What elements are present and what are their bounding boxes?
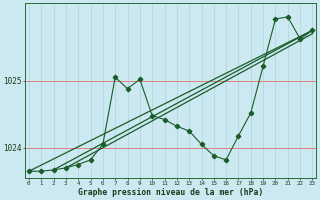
X-axis label: Graphe pression niveau de la mer (hPa): Graphe pression niveau de la mer (hPa) (78, 188, 263, 197)
